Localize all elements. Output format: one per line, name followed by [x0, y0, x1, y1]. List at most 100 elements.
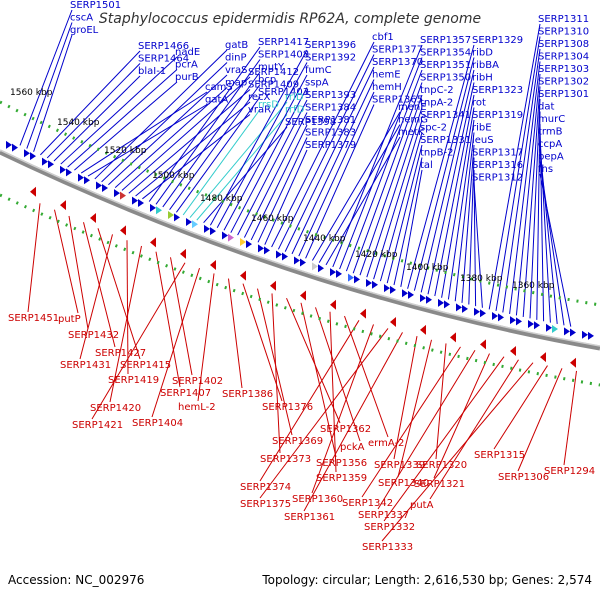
forward-gene-label: fumC: [305, 65, 332, 76]
forward-gene-block: [30, 152, 36, 161]
forward-label-connector: [142, 114, 251, 200]
forward-gene-label: SERP1329: [472, 35, 523, 46]
forward-label-connector: [298, 91, 375, 257]
forward-gene-label: nadE: [175, 47, 200, 58]
kbp-tick-label: 1380 kbp: [460, 274, 503, 284]
reverse-gene-block: [240, 270, 246, 281]
outer-dotted-track: [0, 100, 600, 307]
forward-gene-label: SERP1323: [472, 85, 523, 96]
reverse-gene-label: SERP1373: [260, 454, 311, 465]
forward-label-connector: [305, 104, 375, 259]
forward-gene-block: [582, 330, 588, 339]
forward-gene-block: [444, 300, 450, 309]
forward-label-connector: [128, 89, 251, 194]
forward-label-connector: [46, 63, 141, 159]
forward-label-connector: [495, 36, 541, 312]
forward-gene-label: SERP1308: [538, 39, 589, 50]
forward-label-connector: [473, 182, 483, 308]
forward-gene-block: [348, 273, 354, 282]
forward-gene-label: rrsD: [258, 100, 279, 111]
forward-gene-block: [300, 258, 306, 267]
forward-label-connector: [135, 101, 251, 197]
forward-label-connector: [74, 81, 178, 171]
forward-gene-block: [120, 191, 126, 200]
reverse-label-connector: [315, 307, 361, 442]
reverse-gene-block: [480, 339, 486, 350]
reverse-label-connector: [311, 324, 374, 494]
forward-gene-block: [426, 295, 432, 304]
forward-label-connector: [162, 71, 261, 208]
forward-gene-label: SERP1392: [305, 53, 356, 64]
reverse-gene-block: [60, 200, 66, 211]
forward-gene-label: hemG: [398, 115, 428, 126]
forward-gene-label: tnpA-2: [420, 98, 453, 109]
forward-gene-label: SERP1417: [258, 37, 309, 48]
reverse-gene-block: [120, 225, 126, 236]
forward-gene-block: [528, 319, 534, 328]
forward-gene-label: leuS: [472, 135, 494, 146]
forward-gene-label: SERP1302: [538, 77, 589, 88]
forward-label-connector: [257, 137, 308, 243]
reverse-label-connector: [79, 234, 113, 360]
forward-gene-block: [456, 303, 462, 312]
reverse-label-connector: [344, 315, 389, 438]
forward-gene-block: [66, 168, 72, 177]
reverse-gene-block: [210, 259, 216, 270]
reverse-gene-block: [420, 324, 426, 335]
kbp-tick-label: 1520 kbp: [104, 146, 147, 156]
reverse-gene-label: SERP1402: [172, 376, 223, 387]
forward-gene-label: rot: [472, 98, 486, 109]
forward-label-connector: [182, 109, 261, 216]
forward-label-connector: [189, 101, 288, 218]
forward-label-connector: [393, 157, 423, 286]
reverse-gene-label: hemL-2: [178, 402, 216, 413]
forward-gene-label: gatA: [205, 95, 228, 106]
forward-gene-block: [384, 284, 390, 293]
kbp-tick-label: 1480 kbp: [200, 194, 243, 204]
forward-gene-block: [438, 298, 444, 307]
reverse-label-connector: [303, 332, 403, 512]
forward-gene-label: cbf1: [372, 32, 394, 43]
kbp-tick-label: 1460 kbp: [251, 214, 294, 224]
reverse-gene-labels: SERP1451putPSERP1432SERP1427SERP1415SERP…: [8, 313, 595, 553]
forward-label-connector: [216, 62, 308, 228]
forward-gene-label: SERP1357: [420, 35, 471, 46]
forward-label-connector: [454, 132, 475, 302]
forward-gene-block: [366, 278, 372, 287]
forward-gene-block: [312, 262, 318, 271]
reverse-label-connector: [151, 267, 200, 418]
forward-gene-block: [156, 206, 162, 215]
reverse-gene-block: [570, 357, 576, 368]
forward-gene-block: [6, 140, 12, 149]
page-title: Staphylococcus epidermidis RP62A, comple…: [99, 11, 481, 27]
forward-gene-block: [276, 250, 282, 259]
forward-gene-label: SERP1303: [538, 64, 589, 75]
forward-gene-block: [24, 149, 30, 158]
forward-label-connector: [114, 87, 228, 188]
kbp-tick-label: 1560 kbp: [10, 88, 53, 98]
forward-gene-block: [372, 280, 378, 289]
forward-gene-label: SERP1412: [248, 67, 299, 78]
forward-label-connector: [536, 111, 541, 320]
reverse-label-connector: [329, 311, 337, 473]
forward-label-connector: [230, 87, 308, 233]
forward-label-connector: [87, 104, 208, 177]
reverse-gene-label: ermA-2: [368, 438, 404, 449]
reverse-gene-label: SERP1360: [292, 494, 343, 505]
forward-gene-label: SERP1466: [138, 41, 189, 52]
forward-gene-label: map: [225, 78, 247, 89]
forward-gene-label: SERP1301: [538, 89, 589, 100]
kbp-tick-label: 1420 kbp: [355, 250, 398, 260]
reverse-gene-block: [300, 290, 306, 301]
forward-gene-label: camS: [205, 82, 233, 93]
forward-gene-label: spc-2: [420, 123, 447, 134]
forward-gene-label: fhs: [538, 164, 553, 175]
kbp-tick-label: 1540 kbp: [57, 118, 100, 128]
reverse-gene-label: SERP1374: [240, 482, 291, 493]
reverse-gene-label: SERP1339: [374, 460, 425, 471]
reverse-gene-label: SERP1404: [132, 418, 183, 429]
forward-gene-label: rrlD: [285, 92, 304, 103]
forward-label-connector: [209, 49, 308, 226]
reverse-label-connector: [257, 288, 293, 436]
forward-label-connector: [502, 48, 541, 313]
